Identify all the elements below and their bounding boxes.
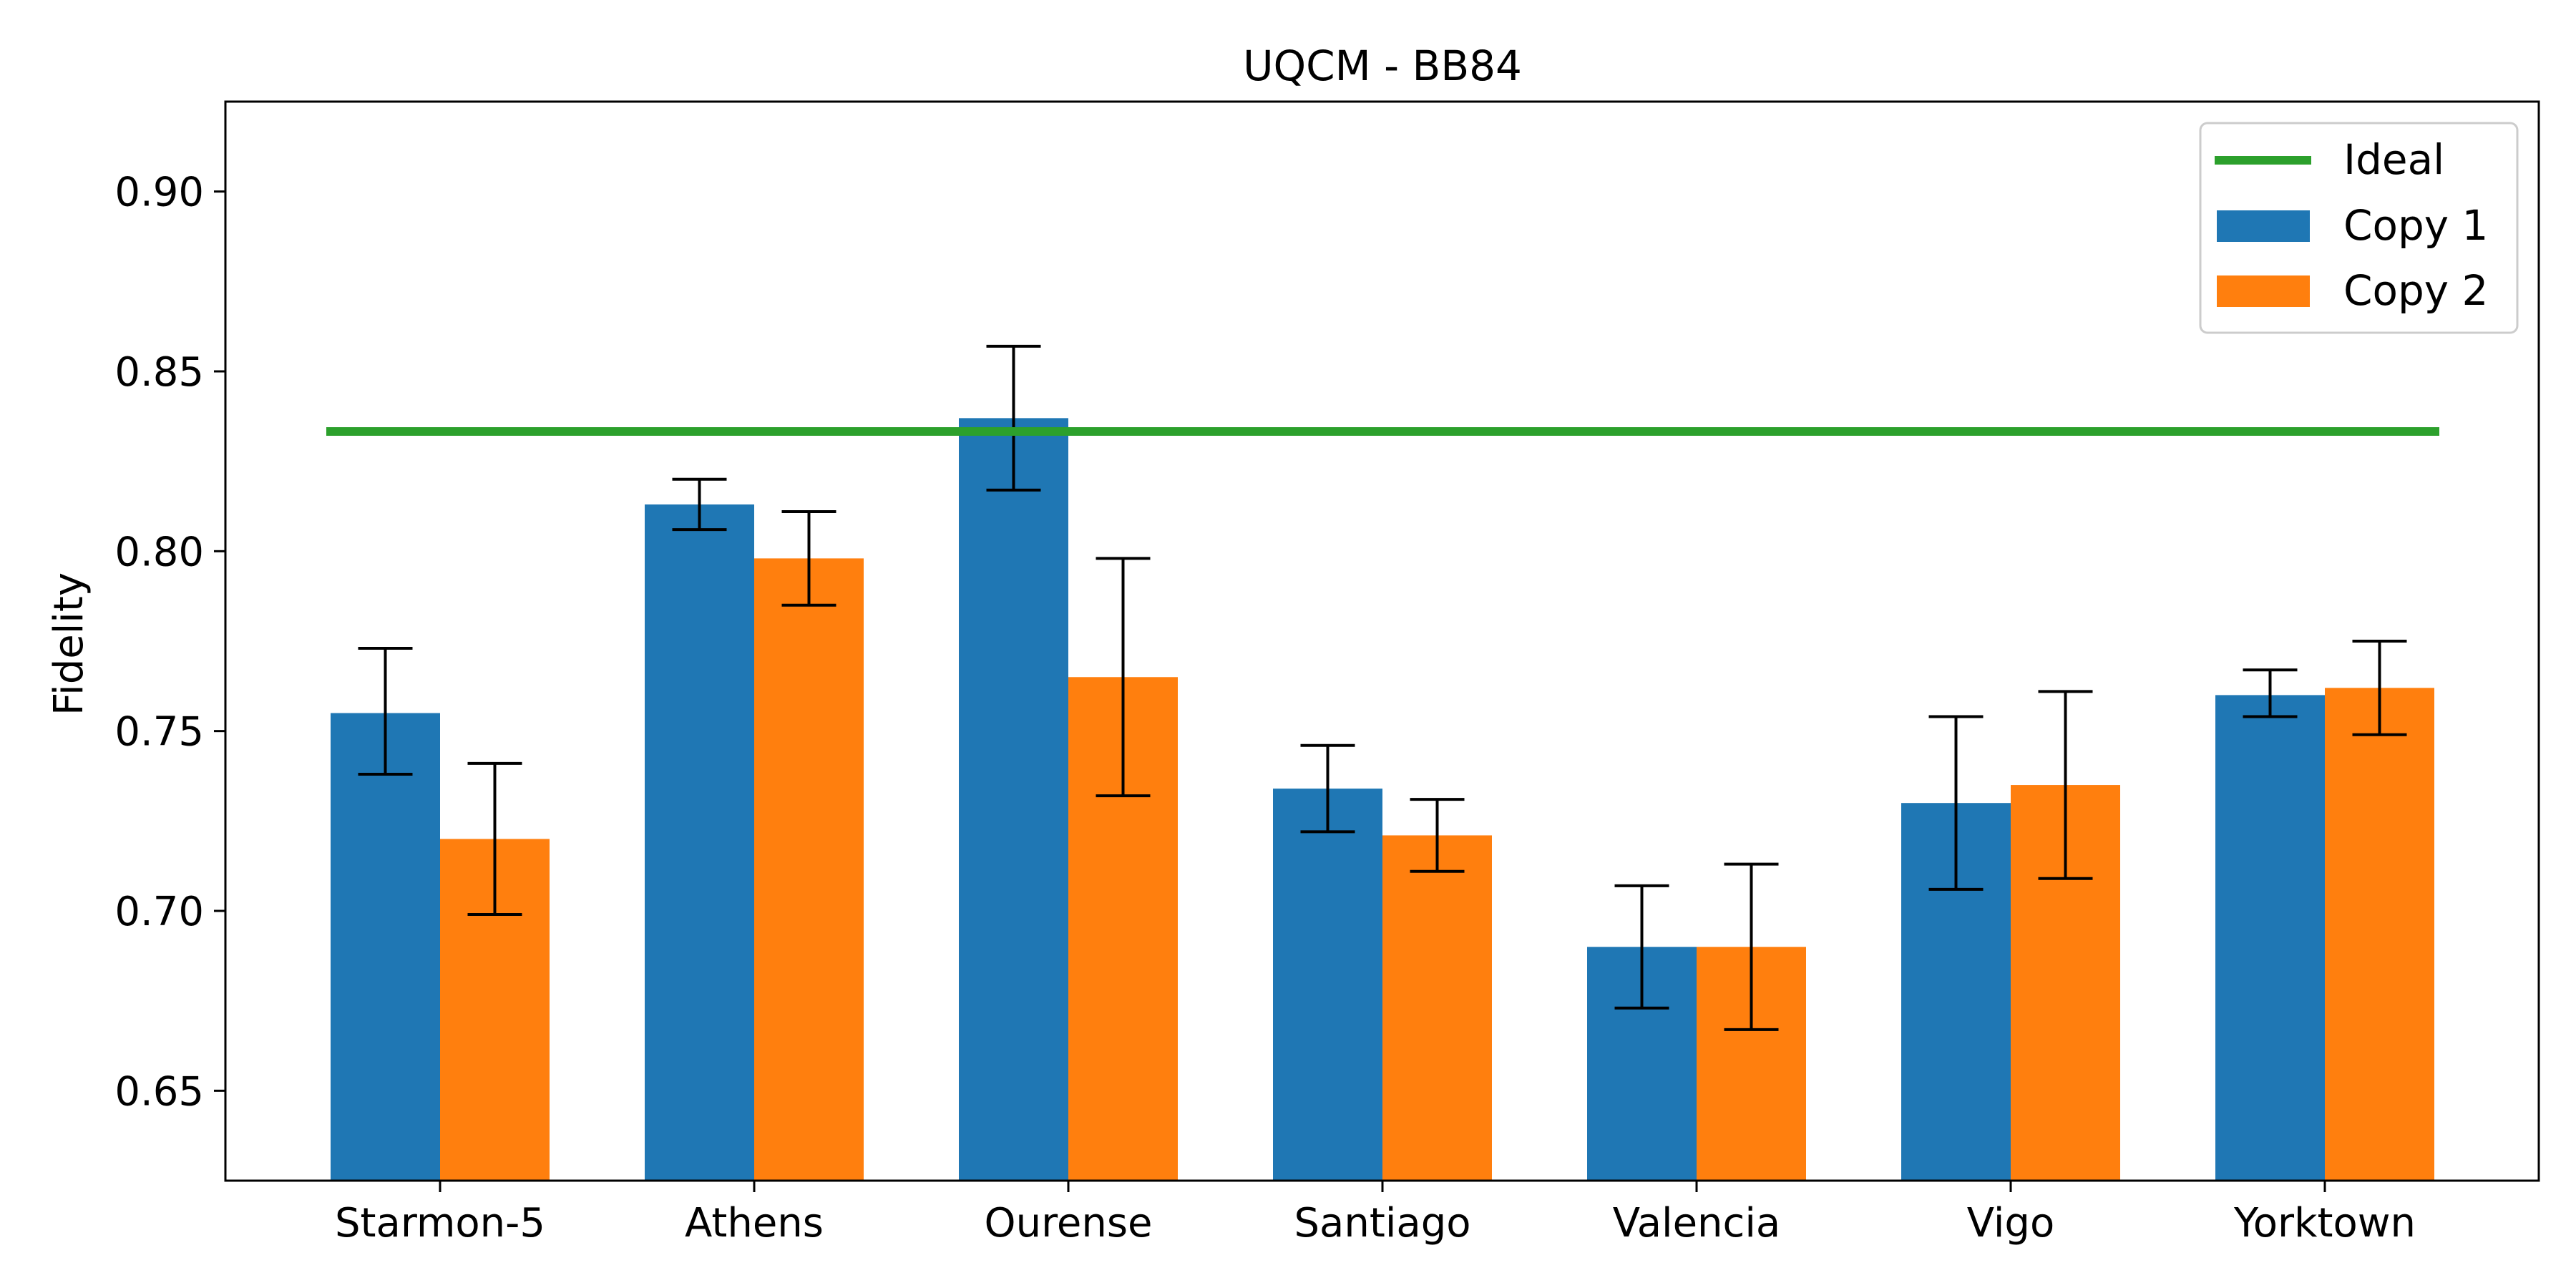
error-bar-athens-copy-2 [781,510,836,607]
chart-title: UQCM - BB84 [1243,42,1522,90]
legend-swatch-copy-2 [2217,275,2310,307]
error-bar-valencia-copy-1 [1614,884,1669,1010]
error-bar-santiago-copy-2 [1410,798,1465,873]
error-bar-valencia-copy-2 [1724,862,1779,1031]
error-bar-starmon-5-copy-1 [358,647,413,776]
legend-swatch-copy-1 [2217,210,2310,242]
bar-ourense-copy-1 [959,418,1068,1181]
legend-entry-copy-2: Copy 2 [2217,266,2488,315]
bar-yorktown-copy-2 [2325,688,2434,1181]
x-tick-label: Starmon-5 [335,1200,545,1246]
legend-entry-ideal: Ideal [2215,135,2444,184]
y-axis: 0.65 0.70 0.75 0.80 0.85 0.90 [114,170,225,1115]
legend-label-ideal: Ideal [2343,135,2444,184]
error-bar-yorktown-copy-2 [2352,640,2407,736]
legend-label-copy-2: Copy 2 [2343,266,2488,315]
legend-entry-copy-1: Copy 1 [2217,201,2488,250]
x-tick-label: Yorktown [2233,1200,2416,1246]
bar-yorktown-copy-1 [2215,695,2325,1181]
x-tick-label: Ourense [985,1200,1153,1246]
x-tick-label: Athens [685,1200,824,1246]
bars-layer [331,418,2434,1181]
error-bar-yorktown-copy-1 [2243,668,2298,718]
error-bars-layer [358,344,2407,1031]
y-tick-label: 0.70 [114,889,204,935]
error-bar-ourense-copy-1 [986,344,1041,492]
x-tick-label: Vigo [1967,1200,2054,1246]
bar-starmon-5-copy-1 [331,713,440,1181]
legend-label-copy-1: Copy 1 [2343,201,2488,250]
error-bar-starmon-5-copy-2 [467,761,522,917]
y-axis-label: Fidelity [46,572,92,716]
x-tick-label: Santiago [1294,1200,1471,1246]
y-tick-label: 0.65 [114,1068,204,1115]
error-bar-vigo-copy-2 [2038,690,2093,880]
y-tick-label: 0.80 [114,529,204,575]
error-bar-santiago-copy-1 [1300,743,1355,834]
x-tick-label: Valencia [1613,1200,1780,1246]
bar-santiago-copy-1 [1273,789,1382,1181]
bar-athens-copy-2 [754,558,864,1181]
bar-santiago-copy-2 [1382,835,1492,1181]
legend: Ideal Copy 1 Copy 2 [2199,122,2519,334]
y-tick-label: 0.90 [114,170,204,216]
error-bar-athens-copy-1 [672,477,727,532]
bar-athens-copy-1 [645,504,754,1181]
y-tick-label: 0.75 [114,709,204,756]
x-axis: Starmon-5 Athens Ourense Santiago Valencia Vi… [335,1181,2416,1246]
error-bar-vigo-copy-1 [1928,715,1984,891]
y-tick-label: 0.85 [114,349,204,396]
error-bar-ourense-copy-2 [1096,557,1151,798]
